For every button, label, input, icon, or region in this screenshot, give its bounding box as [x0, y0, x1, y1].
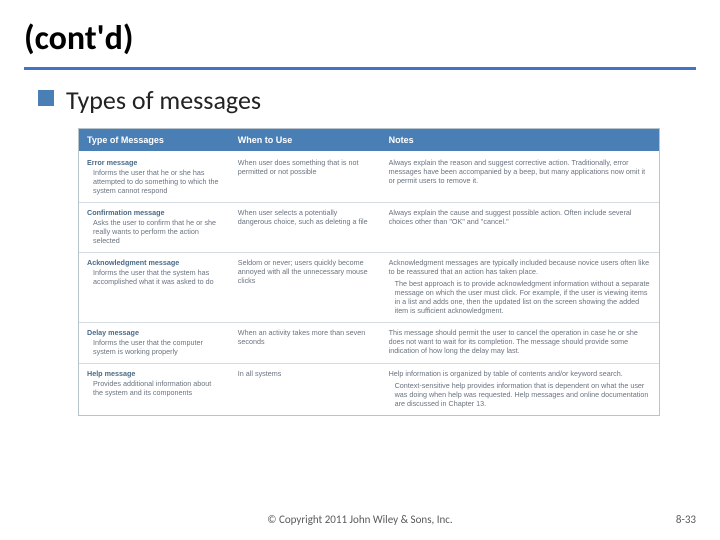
cell-when: Seldom or never; users quickly become an… — [230, 253, 381, 323]
cell-when: When user selects a potentially dangerou… — [230, 203, 381, 253]
msg-desc: Informs the user that the system has acc… — [87, 268, 222, 286]
slide-title: (cont'd) — [0, 0, 720, 67]
table-row: Confirmation message Asks the user to co… — [79, 203, 659, 253]
msg-name: Error message — [87, 158, 222, 167]
cell-notes: Help information is organized by table o… — [381, 364, 659, 416]
cell-type: Help message Provides additional informa… — [79, 364, 230, 416]
cell-notes: Always explain the reason and suggest co… — [381, 151, 659, 203]
table-row: Help message Provides additional informa… — [79, 364, 659, 416]
copyright-text: © Copyright 2011 John Wiley & Sons, Inc. — [0, 513, 720, 526]
messages-table: Type of Messages When to Use Notes Error… — [79, 129, 659, 415]
cell-when: When user does something that is not per… — [230, 151, 381, 203]
cell-when: When an activity takes more than seven s… — [230, 323, 381, 364]
notes-p2: The best approach is to provide acknowle… — [389, 279, 651, 315]
square-bullet-icon — [38, 90, 54, 106]
title-underline — [24, 67, 696, 70]
bullet-text: Types of messages — [66, 84, 261, 116]
msg-name: Acknowledgment message — [87, 258, 222, 267]
header-type: Type of Messages — [79, 129, 230, 151]
msg-name: Delay message — [87, 328, 222, 337]
table-row: Error message Informs the user that he o… — [79, 151, 659, 203]
notes-p1: Help information is organized by table o… — [389, 369, 623, 378]
header-notes: Notes — [381, 129, 659, 151]
header-when: When to Use — [230, 129, 381, 151]
msg-desc: Asks the user to confirm that he or she … — [87, 218, 222, 245]
table-row: Acknowledgment message Informs the user … — [79, 253, 659, 323]
cell-type: Delay message Informs the user that the … — [79, 323, 230, 364]
cell-type: Confirmation message Asks the user to co… — [79, 203, 230, 253]
cell-notes: This message should permit the user to c… — [381, 323, 659, 364]
messages-table-container: Type of Messages When to Use Notes Error… — [78, 128, 660, 416]
msg-desc: Informs the user that the computer syste… — [87, 338, 222, 356]
msg-name: Help message — [87, 369, 222, 378]
cell-when: In all systems — [230, 364, 381, 416]
msg-desc: Informs the user that he or she has atte… — [87, 168, 222, 195]
bullet-row: Types of messages — [0, 84, 720, 124]
notes-p2: Context-sensitive help provides informat… — [389, 381, 651, 408]
page-number: 8-33 — [676, 513, 696, 526]
notes-p1: Acknowledgment messages are typically in… — [389, 258, 650, 276]
table-header-row: Type of Messages When to Use Notes — [79, 129, 659, 151]
cell-type: Error message Informs the user that he o… — [79, 151, 230, 203]
cell-notes: Acknowledgment messages are typically in… — [381, 253, 659, 323]
cell-type: Acknowledgment message Informs the user … — [79, 253, 230, 323]
footer: © Copyright 2011 John Wiley & Sons, Inc.… — [0, 513, 720, 526]
msg-desc: Provides additional information about th… — [87, 379, 222, 397]
table-row: Delay message Informs the user that the … — [79, 323, 659, 364]
msg-name: Confirmation message — [87, 208, 222, 217]
cell-notes: Always explain the cause and suggest pos… — [381, 203, 659, 253]
